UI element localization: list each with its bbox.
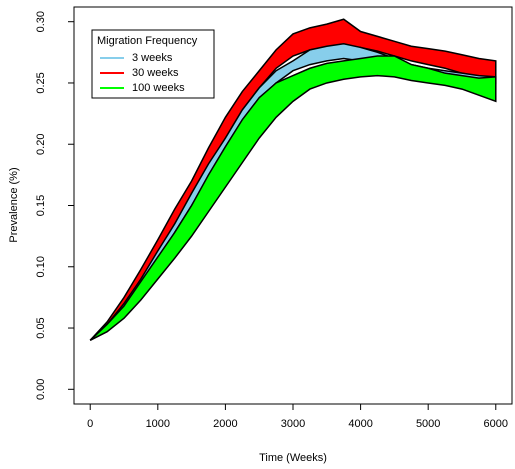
x-tick-label: 0 — [87, 418, 93, 430]
y-axis-label: Prevalence (%) — [8, 167, 20, 242]
legend-label: 100 weeks — [132, 82, 185, 94]
y-tick-label: 0.25 — [35, 72, 47, 93]
x-axis-label: Time (Weeks) — [259, 452, 327, 464]
y-tick-label: 0.15 — [35, 195, 47, 216]
y-tick-label: 0.20 — [35, 134, 47, 155]
x-tick-label: 1000 — [146, 418, 170, 430]
x-tick-label: 3000 — [281, 418, 305, 430]
legend-title: Migration Frequency — [97, 35, 198, 47]
x-tick-label: 2000 — [213, 418, 237, 430]
legend-label: 3 weeks — [132, 52, 173, 64]
y-tick-label: 0.00 — [35, 379, 47, 400]
x-tick-label: 4000 — [348, 418, 372, 430]
legend-box — [91, 29, 215, 99]
x-tick-label: 6000 — [484, 418, 508, 430]
band — [89, 55, 497, 341]
legend-label: 30 weeks — [132, 67, 179, 79]
y-tick-label: 0.30 — [35, 11, 47, 32]
y-tick-label: 0.05 — [35, 317, 47, 338]
x-tick-label: 5000 — [416, 418, 440, 430]
y-tick-label: 0.10 — [35, 256, 47, 277]
